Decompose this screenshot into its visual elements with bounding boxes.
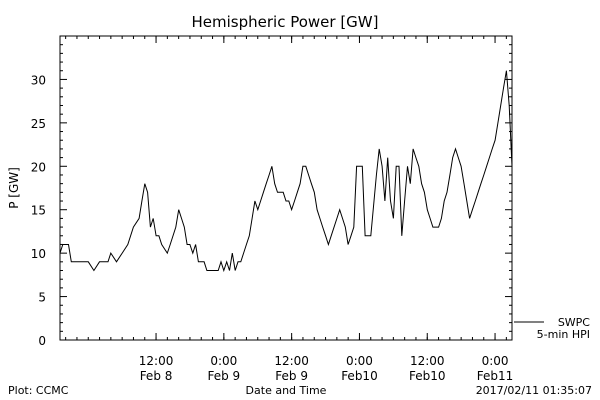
y-tick-label: 25: [31, 117, 46, 131]
x-tick-time-label: 12:00: [410, 354, 445, 368]
x-tick-time-label: 0:00: [482, 354, 509, 368]
x-tick-date-label: Feb 9: [207, 369, 240, 383]
y-tick-label: 20: [31, 160, 46, 174]
y-tick-label: 15: [31, 204, 46, 218]
y-axis-label: P [GW]: [7, 167, 21, 209]
chart-title: Hemispheric Power [GW]: [192, 13, 379, 31]
y-tick-label: 0: [38, 334, 46, 348]
x-tick-time-label: 12:00: [139, 354, 174, 368]
y-tick-label: 5: [38, 291, 46, 305]
x-tick-date-label: Feb10: [409, 369, 446, 383]
x-tick-date-label: Feb11: [477, 369, 514, 383]
plot-frame: [59, 35, 513, 341]
x-tick-time-label: 0:00: [346, 354, 373, 368]
y-tick-label: 10: [31, 247, 46, 261]
legend-label-line1: SWPC: [558, 316, 590, 329]
x-tick-time-label: 0:00: [210, 354, 237, 368]
hpi-series-line: [59, 70, 513, 273]
legend: SWPC 5-min HPI: [514, 316, 590, 341]
legend-label-line2: 5-min HPI: [537, 328, 590, 341]
y-axis-ticks: 0 5 10 15 20 25 30: [31, 35, 512, 348]
x-axis-label: Date and Time: [246, 384, 327, 397]
x-tick-date-label: Feb 9: [275, 369, 308, 383]
x-tick-time-label: 12:00: [274, 354, 309, 368]
y-tick-label: 30: [31, 73, 46, 87]
x-tick-date-label: Feb10: [341, 369, 378, 383]
plot-timestamp: 2017/02/11 01:35:07: [476, 384, 592, 397]
plot-credit: Plot: CCMC: [8, 384, 69, 397]
x-tick-date-label: Feb 8: [140, 369, 173, 383]
